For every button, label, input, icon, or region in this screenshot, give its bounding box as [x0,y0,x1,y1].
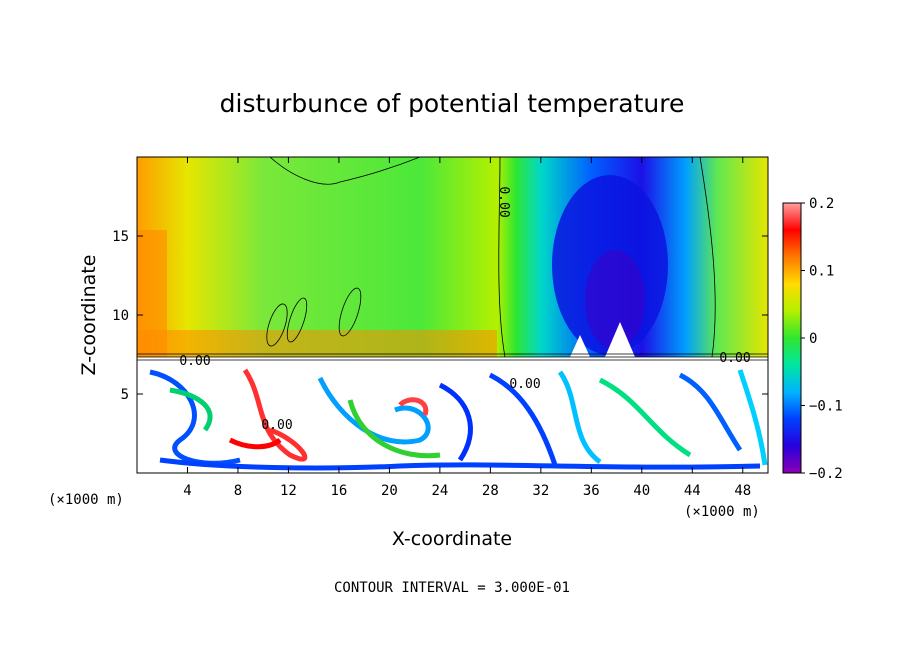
contour-label-mid: 0.00 [509,377,540,392]
x-unit-left: (×1000 m) [48,492,124,508]
cold-core-inner [585,250,645,350]
x-tick-label: 36 [583,483,600,499]
y-axis-ticks: 5 10 15 [112,229,768,403]
colorbar-tick-label: −0.2 [809,466,843,482]
chart-title: disturbunce of potential temperature [220,89,685,118]
x-axis-ticks: 4 8 12 16 20 24 28 32 36 40 44 48 [183,157,751,499]
y-tick-label: 10 [112,308,129,324]
y-axis-label: Z-coordinate [78,255,100,376]
x-axis-label: X-coordinate [392,528,512,550]
y-tick-label: 15 [112,229,129,245]
colorbar-ticks: 0.2 0.1 0 −0.1 −0.2 [801,196,843,482]
cold-peaks [570,322,635,357]
colorbar-tick-label: 0.2 [809,196,834,212]
plot-field [137,157,768,473]
colorbar-gradient [782,202,802,474]
lower-eddies [149,368,768,471]
colorbar-tick-label: 0.1 [809,264,834,280]
contour-label-right: 0.00 [719,351,750,366]
x-tick-label: 44 [684,483,701,499]
contour-label-low: 0.00 [261,418,292,433]
contour-label-left: 0.00 [179,354,210,369]
x-unit-right: (×1000 m) [684,504,760,520]
warm-left [137,230,167,357]
contour-lines [137,157,768,361]
upper-field [137,157,768,357]
x-tick-label: 28 [482,483,499,499]
lower-field [137,357,768,473]
y-tick-label: 5 [121,387,129,403]
contour-label-upper: 0.00 [496,186,511,217]
contour-interval-note: CONTOUR INTERVAL = 3.000E-01 [334,580,570,596]
warm-band [137,330,497,357]
colorbar-tick-label: −0.1 [809,399,843,415]
x-tick-label: 8 [234,483,242,499]
x-tick-label: 48 [734,483,751,499]
x-tick-label: 40 [633,483,650,499]
x-tick-label: 20 [381,483,398,499]
x-tick-label: 12 [280,483,297,499]
x-tick-label: 24 [431,483,448,499]
x-tick-label: 32 [532,483,549,499]
x-tick-label: 4 [183,483,191,499]
colorbar-tick-label: 0 [809,331,817,347]
colorbar: 0.2 0.1 0 −0.1 −0.2 [782,196,843,482]
x-tick-label: 16 [330,483,347,499]
